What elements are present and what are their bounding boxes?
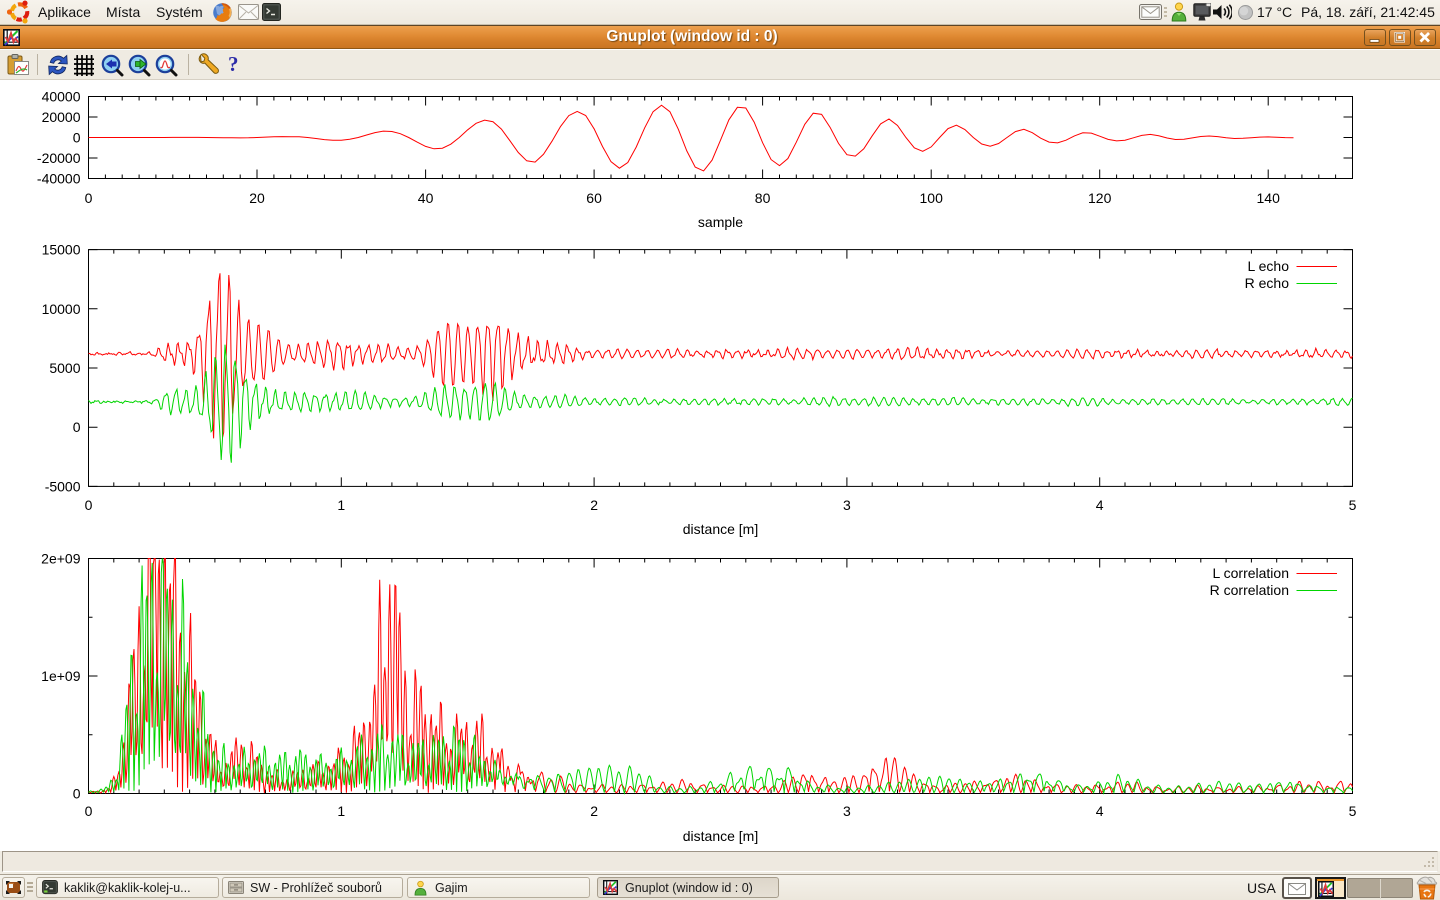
svg-text:L correlation: L correlation (1212, 565, 1289, 581)
svg-text:3: 3 (843, 497, 851, 513)
svg-text:R correlation: R correlation (1210, 582, 1289, 598)
svg-text:0: 0 (85, 803, 93, 819)
svg-text:R echo: R echo (1245, 275, 1290, 291)
svg-text:40: 40 (418, 190, 434, 206)
svg-text:2e+09: 2e+09 (41, 551, 81, 567)
svg-text:15000: 15000 (42, 242, 81, 258)
svg-text:4: 4 (1096, 803, 1104, 819)
svg-text:1e+09: 1e+09 (41, 668, 81, 684)
svg-text:60: 60 (586, 190, 602, 206)
svg-text:1: 1 (337, 803, 345, 819)
svg-text:4: 4 (1096, 497, 1104, 513)
svg-text:-5000: -5000 (45, 478, 81, 494)
svg-text:2: 2 (590, 497, 598, 513)
svg-text:2: 2 (590, 803, 598, 819)
svg-text:0: 0 (73, 419, 81, 435)
svg-text:40000: 40000 (42, 89, 81, 105)
svg-text:5000: 5000 (49, 360, 80, 376)
svg-text:20: 20 (249, 190, 265, 206)
svg-text:0: 0 (85, 497, 93, 513)
svg-text:1: 1 (337, 497, 345, 513)
svg-text:3: 3 (843, 803, 851, 819)
svg-text:0: 0 (73, 786, 81, 802)
svg-text:distance [m]: distance [m] (683, 521, 758, 537)
svg-text:140: 140 (1257, 190, 1281, 206)
svg-text:distance [m]: distance [m] (683, 828, 758, 844)
svg-text:20000: 20000 (42, 109, 81, 125)
svg-text:0: 0 (85, 190, 93, 206)
svg-text:120: 120 (1088, 190, 1112, 206)
svg-text:0: 0 (73, 130, 81, 146)
svg-text:-20000: -20000 (37, 150, 81, 166)
svg-text:L echo: L echo (1247, 258, 1289, 274)
svg-text:80: 80 (755, 190, 771, 206)
svg-text:5: 5 (1349, 497, 1357, 513)
svg-text:100: 100 (920, 190, 944, 206)
svg-text:5: 5 (1349, 803, 1357, 819)
svg-text:10000: 10000 (42, 301, 81, 317)
svg-text:sample: sample (698, 214, 743, 230)
svg-text:-40000: -40000 (37, 171, 81, 187)
